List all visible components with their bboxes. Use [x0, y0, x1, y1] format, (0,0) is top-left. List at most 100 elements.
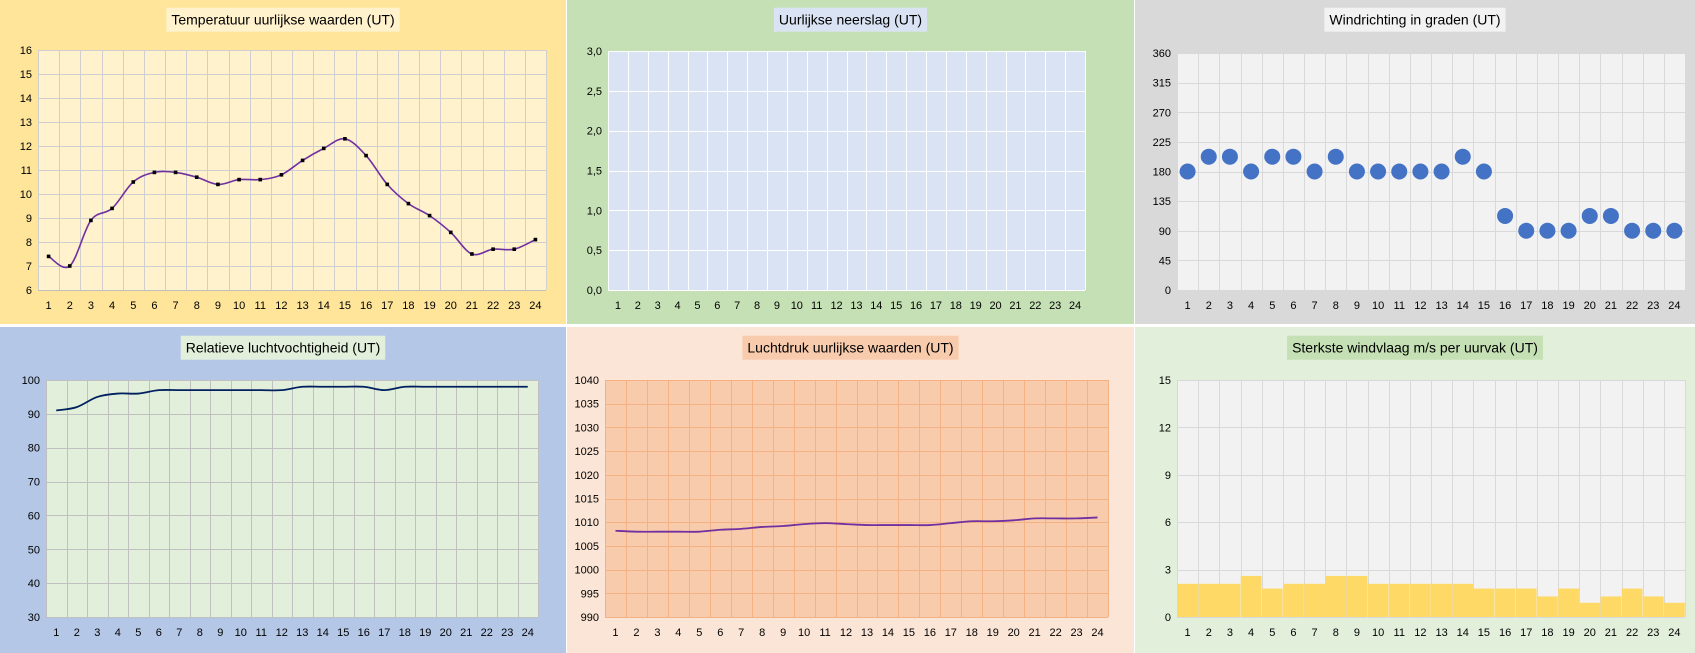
bar — [1515, 588, 1537, 617]
x-tick-label: 23 — [1070, 627, 1082, 639]
x-tick-label: 14 — [1457, 300, 1469, 312]
bar — [1198, 583, 1220, 617]
x-tick-label: 24 — [522, 627, 534, 639]
y-tick-label: 50 — [28, 544, 40, 556]
data-point — [1645, 222, 1662, 239]
data-point — [1348, 163, 1365, 180]
x-tick-label: 10 — [235, 627, 247, 639]
x-tick-label: 10 — [233, 300, 245, 312]
x-tick-label: 23 — [508, 300, 520, 312]
y-tick-label: 1005 — [575, 541, 599, 553]
wind-gust-panel: 0 3 6 9 12 15 1 2 3 4 5 6 7 8 9 10 11 12 13 14 15 16 17 18 19 20 2… — [1135, 327, 1695, 653]
x-tick-label: 4 — [675, 627, 681, 639]
x-tick-label: 2 — [635, 300, 641, 312]
x-tick-label: 7 — [176, 627, 182, 639]
x-tick-label: 14 — [1457, 627, 1469, 639]
x-tick-label: 15 — [1478, 300, 1490, 312]
bar — [1240, 575, 1262, 617]
x-tick-label: 3 — [94, 627, 100, 639]
x-tick-label: 6 — [151, 300, 157, 312]
chart-title: Sterkste windvlaag m/s per uurvak (UT) — [1292, 340, 1538, 356]
chart-title-group: Windrichting in graden (UT) — [1324, 7, 1506, 32]
x-tick-label: 20 — [445, 300, 457, 312]
x-tick-label: 7 — [173, 300, 179, 312]
temperature-panel: 6 7 8 9 10 11 12 13 14 15 16 1 2 3 4 5 6 7 8 9 10 11 12 13 14 15 1… — [0, 0, 566, 324]
y-tick-label: 9 — [26, 213, 32, 225]
data-point — [512, 247, 517, 251]
x-tick-label: 15 — [903, 627, 915, 639]
pressure-panel: 990 995 1000 1005 1010 1015 1020 1025 1030 1035 10… — [567, 327, 1134, 653]
data-point — [1221, 148, 1238, 165]
x-tick-label: 24 — [1091, 627, 1103, 639]
data-point — [1624, 222, 1641, 239]
x-tick-label: 1 — [1185, 300, 1191, 312]
x-tick-label: 17 — [1520, 300, 1532, 312]
bar — [1600, 596, 1622, 617]
data-point — [427, 213, 432, 218]
x-tick-label: 13 — [861, 627, 873, 639]
x-tick-label: 2 — [74, 627, 80, 639]
data-point — [470, 252, 474, 256]
x-tick-label: 11 — [255, 300, 266, 312]
x-tick-label: 9 — [217, 627, 223, 639]
chart-title: Relatieve luchtvochtigheid (UT) — [186, 340, 381, 356]
y-tick-label: 10 — [20, 189, 32, 201]
data-point — [1497, 207, 1514, 224]
x-tick-label: 12 — [276, 627, 288, 639]
y-tick-label: 12 — [20, 141, 32, 153]
y-tick-label: 360 — [1153, 48, 1171, 60]
y-tick-label: 0,5 — [587, 245, 602, 257]
y-tick-label: 6 — [1165, 517, 1171, 529]
x-tick-label: 13 — [296, 300, 308, 312]
x-tick-label: 14 — [882, 627, 894, 639]
x-tick-label: 12 — [830, 300, 842, 312]
bar — [1219, 583, 1241, 617]
gridlines — [38, 50, 547, 291]
x-tick-label: 5 — [1269, 300, 1275, 312]
data-point — [1412, 163, 1429, 180]
x-tick-label: 19 — [419, 627, 431, 639]
x-tick-label: 20 — [1584, 627, 1596, 639]
chart-title: Luchtdruk uurlijkse waarden (UT) — [747, 340, 953, 356]
data-point — [1518, 222, 1535, 239]
x-tick-label: 13 — [850, 300, 862, 312]
x-tick-label: 15 — [890, 300, 902, 312]
x-tick-label: 4 — [675, 300, 681, 312]
x-tick-label: 1 — [46, 300, 52, 312]
x-tick-label: 6 — [1290, 300, 1296, 312]
bar — [1304, 583, 1325, 617]
data-point — [173, 170, 178, 175]
series-line — [56, 385, 528, 412]
x-tick-label: 4 — [1248, 300, 1254, 312]
y-tick-label: 1035 — [575, 399, 599, 411]
y-tick-label: 6 — [26, 285, 32, 297]
x-tick-label: 9 — [215, 300, 221, 312]
bar — [1177, 583, 1198, 617]
y-tick-label: 100 — [22, 375, 40, 387]
x-tick-label: 15 — [1478, 627, 1490, 639]
data-point — [152, 170, 157, 175]
x-tick-label: 4 — [109, 300, 115, 312]
y-tick-label: 270 — [1153, 107, 1171, 119]
x-tick-label: 10 — [798, 627, 810, 639]
chart-title-group: Luchtdruk uurlijkse waarden (UT) — [742, 335, 959, 360]
y-tick-label: 13 — [20, 117, 32, 129]
x-tick-label: 18 — [399, 627, 411, 639]
data-point — [1475, 163, 1492, 180]
x-tick-label: 18 — [402, 300, 414, 312]
data-point — [1264, 148, 1281, 165]
chart-title-background — [180, 335, 386, 360]
gridlines — [608, 51, 1086, 291]
x-tick-label: 17 — [930, 300, 942, 312]
y-tick-label: 9 — [1165, 470, 1171, 482]
gridlines — [1177, 53, 1686, 291]
x-tick-label: 2 — [1206, 300, 1212, 312]
chart-title-group: Temperatuur uurlijkse waarden (UT) — [166, 7, 400, 32]
chart-title-group: Relatieve luchtvochtigheid (UT) — [180, 335, 386, 360]
y-tick-label: 0 — [1165, 612, 1171, 624]
bar — [1642, 596, 1664, 617]
x-tick-label: 11 — [1394, 627, 1405, 639]
bar — [1494, 588, 1516, 617]
data-point — [300, 158, 305, 163]
rain-chart: 0,00,51,01,52,02,53,01 2 3 4 5 6 7 8 9 10 11 12 13 14… — [587, 7, 1086, 312]
